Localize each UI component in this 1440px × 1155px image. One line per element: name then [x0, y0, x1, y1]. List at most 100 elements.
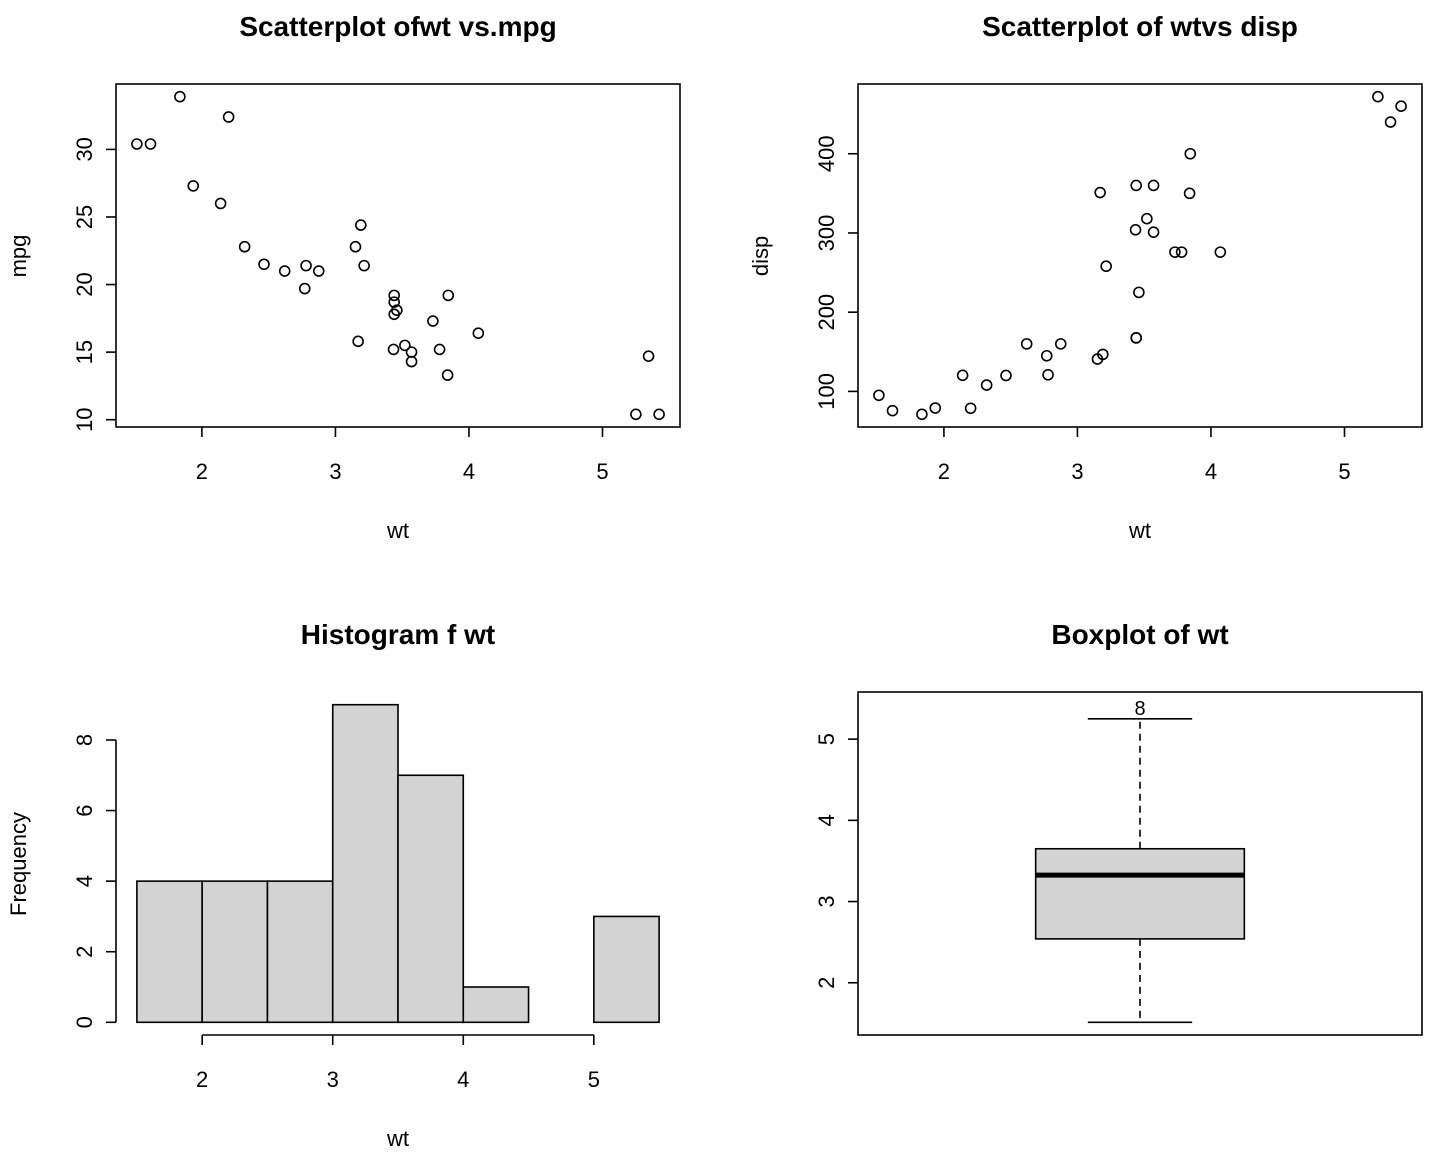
- scatter-point: [1020, 338, 1033, 350]
- scatter-point: [1141, 212, 1153, 225]
- scatter-point: [1042, 368, 1054, 381]
- histogram-bars: [136, 703, 660, 1024]
- y-axis: 0 2 4 6 8: [72, 734, 117, 1028]
- y-tick-label: 6: [72, 804, 97, 816]
- y-tick-label: 400: [814, 135, 839, 172]
- scatter-point: [187, 180, 200, 192]
- y-tick-label: 2: [814, 977, 839, 989]
- y-tick-label: 20: [72, 272, 97, 296]
- scatter-point: [1184, 147, 1197, 160]
- scatter-point: [441, 369, 454, 381]
- y-tick-label: 200: [814, 294, 839, 331]
- histogram-bar: [266, 880, 334, 1024]
- scatter-point: [387, 343, 400, 356]
- scatter-point: [405, 355, 418, 368]
- scatter-point: [1372, 90, 1384, 103]
- scatter-point: [298, 282, 311, 295]
- scatter-point: [1133, 286, 1145, 299]
- y-axis-label: Frequency: [6, 812, 31, 916]
- scatter-point: [630, 408, 642, 421]
- scatter-points: [873, 90, 1407, 421]
- x-ticks: 2 3 4 5: [196, 427, 609, 484]
- scatter-point: [1129, 223, 1142, 236]
- scatter-point: [1214, 246, 1227, 258]
- histogram-bar: [136, 880, 203, 1024]
- panel-boxplot-wt: Boxplot of wt 2 3 4 5 8: [814, 619, 1423, 1036]
- scatter-point: [873, 389, 885, 402]
- scatter-point: [472, 327, 485, 340]
- scatter-point: [352, 335, 364, 348]
- scatter-point: [1040, 349, 1053, 362]
- scatter-point: [214, 197, 227, 210]
- x-tick-label: 2: [938, 459, 950, 484]
- y-ticks: 100 200 300 400: [814, 135, 858, 410]
- scatter-point: [131, 138, 143, 150]
- x-tick-label: 5: [588, 1067, 600, 1092]
- scatter-point: [427, 315, 439, 327]
- x-tick-label: 5: [1338, 459, 1350, 484]
- x-tick-label: 4: [463, 459, 475, 484]
- chart-title: Scatterplot ofwt vs.mpg: [239, 11, 556, 42]
- x-axis-label: wt: [386, 1126, 409, 1151]
- x-axis: 2 3 4 5: [196, 1034, 600, 1092]
- scatter-point: [1384, 116, 1397, 128]
- x-ticks: 2 3 4 5: [938, 427, 1351, 484]
- x-tick-label: 3: [329, 459, 341, 484]
- x-tick-label: 3: [327, 1067, 339, 1092]
- scatter-point: [1130, 179, 1142, 192]
- boxplot: 8: [1034, 698, 1246, 1024]
- y-tick-label: 3: [814, 895, 839, 907]
- plot-frame: [115, 83, 681, 428]
- y-tick-label: 4: [814, 814, 839, 826]
- y-tick-label: 4: [72, 875, 97, 887]
- y-tick-label: 100: [814, 373, 839, 410]
- scatter-point: [388, 289, 400, 302]
- scatter-point: [1054, 338, 1067, 350]
- x-tick-label: 2: [196, 459, 208, 484]
- scatter-point: [1183, 187, 1196, 200]
- scatter-point: [405, 346, 418, 358]
- scatter-point: [258, 258, 270, 271]
- panel-histogram-wt: Histogram f wt wt Frequency 2 3 4 5 0 2 4 6 8: [6, 619, 660, 1151]
- y-ticks: 2 3 4 5: [814, 733, 858, 989]
- scatter-point: [653, 408, 665, 421]
- scatter-point: [929, 402, 942, 414]
- y-tick-label: 8: [72, 734, 97, 746]
- scatter-point: [312, 265, 325, 277]
- scatter-point: [956, 369, 969, 382]
- scatter-point: [442, 289, 455, 302]
- y-tick-label: 15: [72, 340, 97, 364]
- iqr-box: [1034, 847, 1246, 940]
- scatter-point: [916, 408, 928, 421]
- scatter-point: [1147, 226, 1160, 238]
- scatter-point: [349, 240, 362, 253]
- histogram-bar: [397, 774, 465, 1024]
- scatter-point: [358, 259, 370, 272]
- scatter-point: [433, 343, 446, 356]
- scatter-point: [1100, 260, 1112, 273]
- scatter-point: [388, 308, 400, 321]
- scatter-point: [238, 240, 251, 253]
- scatter-point: [1000, 369, 1012, 382]
- plot-frame: [857, 83, 1423, 428]
- scatter-points: [131, 90, 665, 421]
- scatter-point: [964, 402, 977, 415]
- y-axis-label: mpg: [6, 235, 31, 278]
- y-tick-label: 2: [72, 946, 97, 958]
- y-ticks: 10 15 20 25 30: [72, 137, 116, 432]
- scatter-point: [1175, 246, 1188, 258]
- scatter-point: [399, 339, 411, 352]
- scatter-point: [300, 259, 312, 272]
- scatter-point: [355, 219, 367, 231]
- chart-title: Scatterplot of wtvs disp: [982, 11, 1298, 42]
- x-tick-label: 4: [457, 1067, 469, 1092]
- histogram-bar: [201, 880, 269, 1024]
- y-tick-label: 5: [814, 733, 839, 745]
- scatter-point: [886, 404, 899, 417]
- y-tick-label: 30: [72, 137, 97, 161]
- y-tick-label: 300: [814, 215, 839, 252]
- histogram-bar: [331, 703, 399, 1024]
- y-tick-label: 10: [72, 407, 97, 431]
- histogram-bar: [462, 986, 530, 1024]
- x-axis-label: wt: [1128, 518, 1151, 543]
